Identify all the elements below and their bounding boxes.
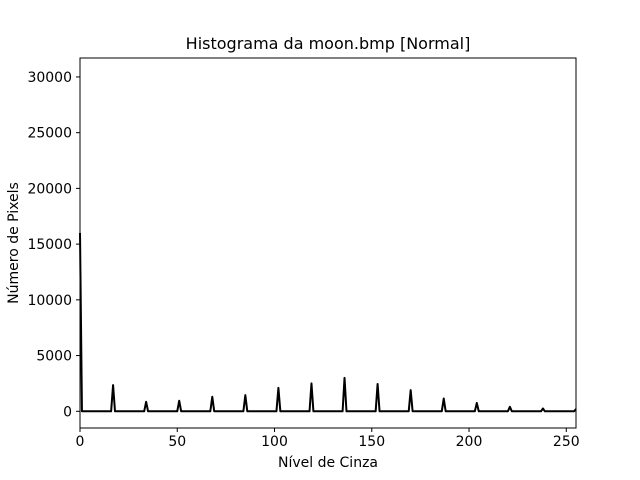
x-tick-label: 0 (76, 434, 85, 450)
x-tick-label: 250 (553, 434, 580, 450)
x-tick-label: 100 (261, 434, 288, 450)
x-tick-label: 200 (456, 434, 483, 450)
x-tick-label: 150 (358, 434, 385, 450)
y-tick-label: 0 (63, 404, 72, 420)
x-axis-label: Nível de Cinza (278, 455, 378, 471)
histogram-line-0 (79, 232, 577, 413)
y-tick-label: 30000 (27, 70, 72, 86)
chart-title: Histograma da moon.bmp [Normal] (186, 34, 471, 53)
y-axis: 0 5000 10000 15000 20000 25000 30000 (27, 70, 80, 420)
x-tick-label: 50 (168, 434, 186, 450)
plot-frame (79, 57, 577, 429)
y-tick-label: 15000 (27, 237, 72, 253)
x-axis: 0 50 100 150 200 250 (76, 428, 580, 450)
y-tick-label: 20000 (27, 181, 72, 197)
y-tick-label: 25000 (27, 126, 72, 142)
y-axis-label: Número de Pixels (6, 182, 22, 304)
plot-area (79, 232, 577, 413)
y-tick-label: 5000 (36, 349, 72, 365)
y-tick-label: 10000 (27, 293, 72, 309)
